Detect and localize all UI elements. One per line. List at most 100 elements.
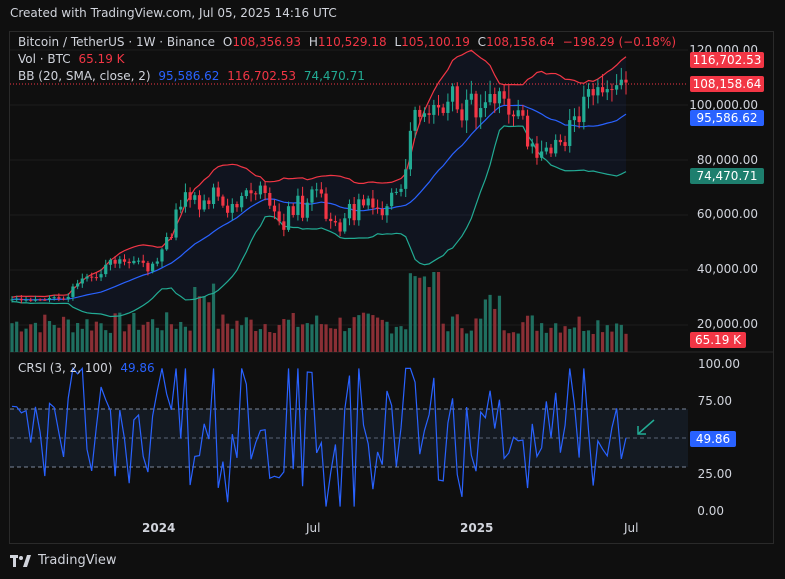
volume-bar [385, 321, 389, 352]
candle-body [249, 190, 253, 194]
high-value: 110,529.18 [317, 35, 387, 49]
volume-bar [254, 331, 258, 352]
volume-bar [465, 333, 469, 352]
volume-bar [343, 331, 347, 352]
candle-body [432, 105, 436, 115]
volume-bar [310, 324, 314, 352]
candle-body [460, 109, 464, 121]
bb-fill-area [12, 50, 626, 317]
volume-bar [197, 296, 202, 352]
volume-bar [38, 332, 42, 352]
volume-bar [268, 332, 272, 352]
candle-body [85, 276, 89, 279]
candle-body [38, 299, 42, 301]
candle-body [104, 264, 108, 275]
candle-body [465, 99, 469, 121]
volume-bar [455, 314, 459, 352]
volume-bar [90, 330, 94, 352]
candle-body [202, 200, 206, 210]
bb-basis-value: 95,586.62 [158, 69, 220, 83]
volume-bar [413, 276, 417, 352]
arrow-annotation[interactable] [637, 419, 655, 435]
symbol-legend[interactable]: Bitcoin / TetherUS · 1W · Binance O108,3… [18, 35, 680, 49]
volume-bar [94, 321, 98, 352]
volume-bar [240, 325, 244, 352]
last-price-tag: 108,158.64 [690, 76, 764, 92]
volume-bar [582, 330, 586, 352]
volume-bar [29, 324, 33, 352]
crsi-series [11, 366, 627, 507]
change-value: −198.29 (−0.18%) [562, 35, 677, 49]
volume-bar [390, 333, 394, 352]
volume-bar [558, 332, 562, 352]
close-label: C [477, 35, 487, 49]
candle-body [268, 193, 272, 206]
candle-body [600, 87, 605, 93]
volume-bar [179, 321, 183, 352]
candle-body [375, 207, 380, 209]
volume-bar [399, 326, 403, 352]
volume-bar [235, 320, 239, 352]
volume-bar [188, 330, 192, 352]
volume-bar [151, 319, 155, 352]
candle-body [47, 298, 52, 300]
volume-bar [394, 326, 398, 352]
chart-frame[interactable] [9, 31, 774, 544]
volume-bar [108, 332, 113, 352]
volume-bar [347, 328, 352, 352]
candle-body [216, 187, 220, 197]
volume-bar [544, 332, 548, 352]
candle-body [610, 89, 614, 91]
crsi-value: 49.86 [120, 361, 155, 375]
candle-body [347, 204, 352, 219]
volume-bar [52, 324, 56, 352]
candle-body [450, 86, 455, 102]
candle-body [244, 190, 248, 197]
volume-bar [380, 319, 384, 352]
volume-bar [591, 333, 595, 352]
candle-body [211, 187, 216, 204]
volume-bar [586, 330, 591, 352]
candle-body [530, 143, 534, 147]
candle-body [586, 89, 591, 97]
volume-label: Vol · BTC [18, 52, 71, 66]
volume-bar [329, 328, 333, 352]
volume-bar [258, 329, 263, 352]
candle-body [319, 189, 323, 194]
volume-bar [502, 330, 506, 352]
candle-body [94, 277, 98, 279]
crsi-label: CRSI (3, 2, 100) [18, 361, 113, 375]
bb-legend[interactable]: BB (20, SMA, close, 2) 95,586.62 116,702… [18, 69, 369, 83]
candle-body [76, 283, 80, 287]
low-label: L [394, 35, 402, 49]
volume-bar [619, 324, 623, 352]
volume-bar [24, 328, 28, 352]
volume-bar [202, 296, 206, 352]
candle-body [605, 89, 609, 93]
volume-bar [71, 332, 75, 352]
candle-body [544, 147, 548, 152]
candle-body [286, 206, 291, 230]
volume-legend[interactable]: Vol · BTC 65.19 K [18, 52, 129, 66]
candle-body [136, 260, 141, 262]
candle-body [99, 274, 103, 278]
candle-body [235, 204, 239, 208]
volume-bar [272, 332, 277, 352]
volume-bar [516, 333, 520, 352]
crsi-legend[interactable]: CRSI (3, 2, 100) 49.86 [18, 361, 159, 375]
tradingview-footer[interactable]: TradingView [10, 553, 117, 568]
volume-bar [525, 315, 530, 352]
candle-body [493, 94, 497, 104]
volume-bar [352, 317, 356, 352]
volume-bar [221, 314, 225, 352]
candle-body [240, 196, 244, 208]
price-axis-label: 100,000.00 [689, 98, 758, 112]
crsi-axis-label: 0.00 [697, 504, 724, 518]
candle-body [113, 259, 117, 264]
volume-bar [249, 319, 253, 352]
volume-bar [610, 331, 614, 352]
volume-bar [230, 328, 234, 352]
candle-body [563, 142, 567, 146]
candle-body [511, 114, 516, 117]
